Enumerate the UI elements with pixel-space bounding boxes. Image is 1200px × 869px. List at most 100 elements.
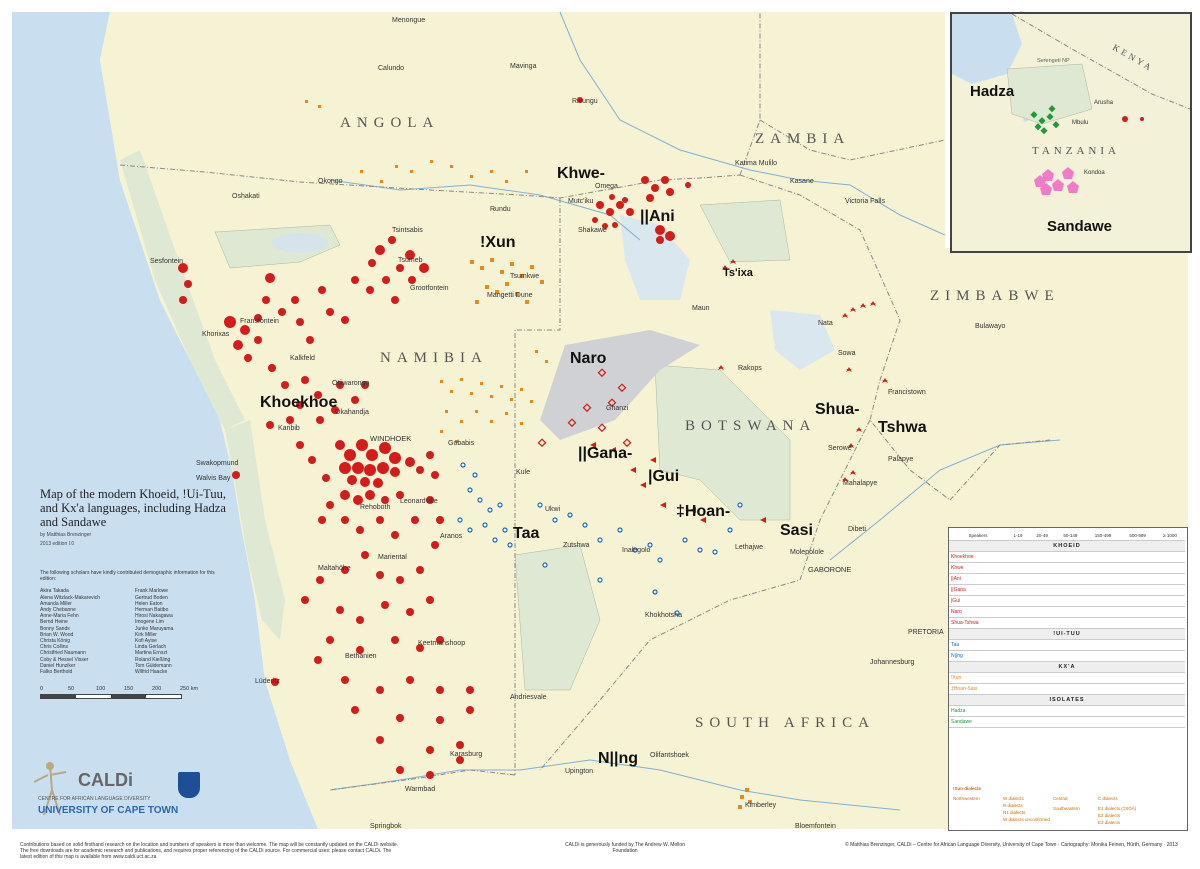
place-labels: Menongue Calundo Mavinga Rivungu Katima … <box>150 17 1005 830</box>
inset-place-arusha: Arusha <box>1094 100 1114 106</box>
svg-text:Sesfontein: Sesfontein <box>150 258 183 265</box>
language-label-naro: Naro <box>570 350 607 367</box>
legend-symbol-cell <box>1154 639 1185 651</box>
national-borders <box>119 12 1051 791</box>
svg-text:Oshakati: Oshakati <box>232 193 260 200</box>
svg-text:Rivungu: Rivungu <box>572 98 598 105</box>
contributor-12: Daniel Hunziker <box>40 662 76 669</box>
svg-text:Francistown: Francistown <box>888 389 926 396</box>
inset-place-mbulu: Mbulu <box>1072 120 1088 126</box>
legend-symbol-cell <box>1028 584 1056 596</box>
svg-text:Tsumkwe: Tsumkwe <box>510 273 539 280</box>
legend-row-label: Khoekhoe <box>949 551 1007 563</box>
legend-symbol-cell <box>1028 617 1056 629</box>
svg-text:Gobabis: Gobabis <box>448 440 475 447</box>
contributors-col-2: Frank Marlowe Gertrud Boden Helen Eaton Her… <box>135 588 220 675</box>
dialect-n: N dialects <box>1003 803 1023 808</box>
contributors-list: The following scholars have kindly contr… <box>40 570 230 675</box>
xun-markers <box>305 100 752 809</box>
legend-symbol-cell <box>1085 650 1121 662</box>
sea-area <box>12 12 318 829</box>
legend-row-label: ||Gana <box>949 584 1007 596</box>
svg-text:Molepolole: Molepolole <box>790 549 824 556</box>
svg-text:Calundo: Calundo <box>378 65 404 72</box>
legend-row-label: Taa <box>949 639 1007 651</box>
legend-row: ‡Hoan-Sasi <box>949 683 1185 695</box>
contributor-11: Coby & Hessel Visser <box>40 656 89 663</box>
ngorongoro-park <box>1006 63 1093 125</box>
dialect-n1: N1 dialects <box>1003 810 1026 815</box>
legend-row-label: Shua-Tshwa <box>949 617 1007 629</box>
country-label-zimbabwe: ZIMBABWE <box>930 288 1060 304</box>
khwe-markers <box>577 97 691 244</box>
footer-funding: CALDi is generously funded by The Andrew… <box>565 842 685 854</box>
svg-text:Lethajwe: Lethajwe <box>735 544 763 551</box>
legend-row: Shua-Tshwa <box>949 617 1185 629</box>
legend-symbol-cell <box>1028 562 1056 574</box>
legend-group-isolates: ISOLATES <box>949 694 1185 706</box>
contributor-13: Falko Berthold <box>40 669 73 676</box>
legend-row-label: Hadza <box>949 705 1007 717</box>
legend-symbol-cell <box>1085 683 1121 695</box>
svg-text:Omega: Omega <box>595 183 618 190</box>
legend-symbol-cell <box>1120 639 1155 651</box>
legend-symbol-cell <box>1154 573 1185 585</box>
legend-symbol-cell <box>1120 716 1155 728</box>
svg-text:GABORONE: GABORONE <box>808 565 851 574</box>
legend-symbol-cell <box>1154 595 1185 607</box>
scale-tick-label: 0 <box>40 686 44 692</box>
contributor-b-0: Frank Marlowe <box>135 588 169 595</box>
legend-rows-khoeid: Khoekhoe Khwe ||Ani ||Gana |Gui Naro Shua-Tshw… <box>949 551 1185 629</box>
svg-text:Bloemfontein: Bloemfontein <box>795 823 836 830</box>
legend-header-cell: ≥ 1000 <box>1154 530 1185 541</box>
contributor-b-5: Imogene Lim <box>135 619 164 626</box>
svg-text:Rundu: Rundu <box>490 206 511 213</box>
legend-symbol-cell <box>1028 672 1056 684</box>
legend-symbol-cell <box>1085 617 1121 629</box>
svg-text:Kalkfeld: Kalkfeld <box>290 355 315 362</box>
dialect-w: W dialects <box>1003 796 1024 801</box>
svg-text:Ghanzi: Ghanzi <box>606 405 629 412</box>
svg-text:Andriesvale: Andriesvale <box>510 694 547 701</box>
legend-symbol-cell <box>1154 716 1185 728</box>
legend-symbol-cell <box>1007 595 1029 607</box>
svg-text:Katima Mulilo: Katima Mulilo <box>735 160 777 167</box>
legend-symbol-cell <box>1007 705 1029 717</box>
sandawe-markers <box>1034 167 1079 195</box>
language-label-tsixa: Ts'ixa <box>723 267 754 279</box>
language-label-hoan: ‡Hoan- <box>676 503 730 520</box>
ghanzi-farms <box>540 330 700 440</box>
svg-text:Swakopmund: Swakopmund <box>196 460 239 467</box>
dialect-central: Central <box>1053 796 1068 801</box>
legend-symbol-cell <box>1055 606 1086 618</box>
legend-row-label: !Xun <box>949 672 1007 684</box>
svg-text:Karibib: Karibib <box>278 425 300 432</box>
legend-row-label: Sandawe <box>949 716 1007 728</box>
legend-symbol-cell <box>1007 716 1029 728</box>
khoekhoe-markers <box>178 236 474 779</box>
legend-symbol-cell <box>1055 562 1086 574</box>
inset-place-kondoa: Kondoa <box>1084 170 1105 176</box>
language-label-xun: !Xun <box>480 234 516 251</box>
legend-row: Khwe <box>949 562 1185 574</box>
legend-symbol-cell <box>1154 562 1185 574</box>
contributor-0: Akira Takada <box>40 588 69 595</box>
legend-header-cell: Speakers <box>949 530 1007 541</box>
okavango-river <box>329 179 641 241</box>
scale-tick-label: 150 <box>124 686 134 692</box>
legend-group-uituu: !UI-TUU <box>949 628 1185 640</box>
contributor-b-3: Herman Batibo <box>135 607 169 614</box>
legend-symbol-cell <box>1085 562 1121 574</box>
svg-text:Olifantshoek: Olifantshoek <box>650 752 689 759</box>
legend-group-khoeid: KHOEID <box>949 540 1185 552</box>
gana-markers <box>590 442 766 523</box>
naro-gana-gui-markers <box>537 368 632 448</box>
map-edition: 2013 edition I.0 <box>40 541 75 547</box>
legend-symbol-cell <box>1055 639 1086 651</box>
svg-text:WINDHOEK: WINDHOEK <box>370 434 411 443</box>
svg-text:PRETORIA: PRETORIA <box>908 629 944 636</box>
legend-table: Speakers 1-19 20-49 50-149 150-499 500-999 ≥ 1… <box>949 530 1185 728</box>
legend-row: Hadza <box>949 705 1185 717</box>
contributor-7: Brian W. Wood <box>40 631 74 638</box>
legend-symbol-cell <box>1120 562 1155 574</box>
